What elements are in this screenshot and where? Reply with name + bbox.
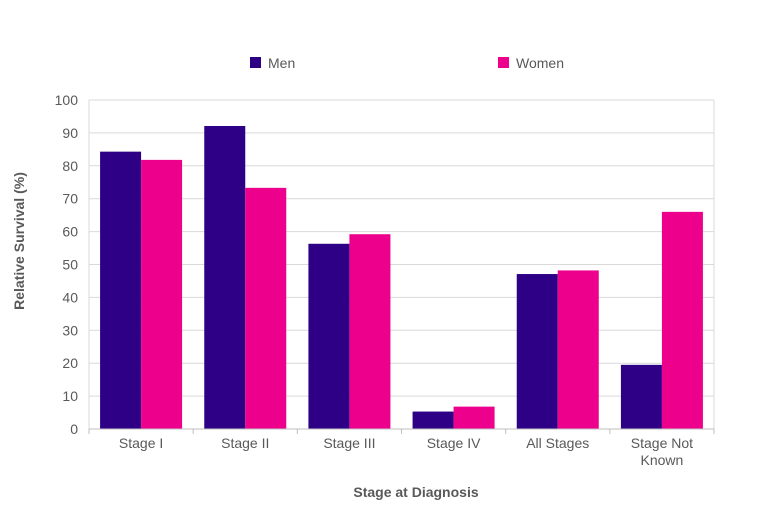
x-tick-label: Stage IV xyxy=(427,435,481,451)
bar-men xyxy=(100,151,142,429)
y-tick-label: 0 xyxy=(70,421,78,437)
axes xyxy=(88,100,715,434)
gridlines xyxy=(89,99,714,397)
x-tick-label: Stage III xyxy=(323,435,375,451)
legend-swatch-women xyxy=(498,57,509,68)
bar-women xyxy=(453,406,495,429)
x-axis-title: Stage at Diagnosis xyxy=(353,484,478,500)
y-tick-labels: 0 10 20 30 40 50 60 70 80 90 100 xyxy=(55,92,79,437)
bar-women xyxy=(141,159,183,430)
x-tick-label: Stage Not Known xyxy=(631,435,693,468)
x-tick-label: Stage II xyxy=(221,435,269,451)
legend-label-men: Men xyxy=(268,55,295,71)
legend-label-women: Women xyxy=(516,55,564,71)
bar-women xyxy=(245,187,287,429)
y-tick-label: 20 xyxy=(62,355,78,371)
y-tick-label: 90 xyxy=(62,125,78,141)
y-tick-label: 30 xyxy=(62,322,78,338)
y-tick-label: 100 xyxy=(55,92,79,108)
y-tick-label: 80 xyxy=(62,158,78,174)
bar-men xyxy=(516,274,558,429)
x-tick-label: Stage I xyxy=(119,435,163,451)
x-tick-label: All Stages xyxy=(526,435,589,451)
bar-men xyxy=(308,243,350,429)
y-tick-label: 50 xyxy=(62,257,78,273)
y-tick-label: 60 xyxy=(62,224,78,240)
y-tick-label: 40 xyxy=(62,289,78,305)
bar-men xyxy=(412,411,454,429)
x-tick-labels: Stage I Stage II Stage III Stage IV All Stag… xyxy=(119,435,693,468)
bar-men xyxy=(620,364,662,429)
bar-men xyxy=(204,125,246,429)
y-axis-title: Relative Survival (%) xyxy=(11,172,27,310)
bar-women xyxy=(349,234,391,429)
y-tick-label: 10 xyxy=(62,388,78,404)
legend-swatch-men xyxy=(250,57,261,68)
bar-women xyxy=(661,211,703,429)
bar-women xyxy=(557,270,599,429)
y-tick-label: 70 xyxy=(62,191,78,207)
legend: Men Women xyxy=(250,55,564,71)
bars xyxy=(100,125,703,430)
